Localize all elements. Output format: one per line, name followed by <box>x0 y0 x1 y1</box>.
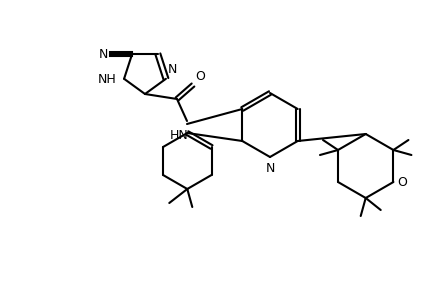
Text: O: O <box>398 175 407 188</box>
Text: NH: NH <box>97 73 116 86</box>
Text: O: O <box>195 70 205 83</box>
Text: HN: HN <box>170 129 188 142</box>
Text: N: N <box>168 63 177 76</box>
Text: N: N <box>99 48 108 61</box>
Text: N: N <box>266 162 275 175</box>
